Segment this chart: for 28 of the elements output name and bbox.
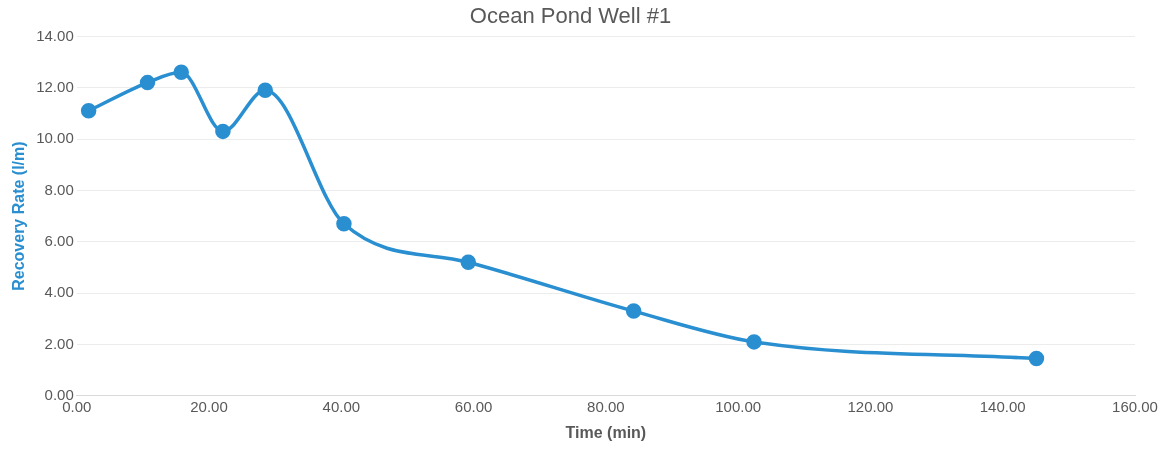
x-tick-label: 20.00: [190, 397, 228, 415]
y-tick-label: 4.00: [44, 283, 74, 301]
chart-title: Ocean Pond Well #1: [469, 3, 672, 29]
x-tick-label: 120.00: [847, 397, 894, 415]
x-tick-label: 40.00: [322, 397, 361, 415]
point: [173, 64, 189, 81]
x-tick-label: 140.00: [979, 397, 1026, 415]
point: [746, 334, 762, 350]
y-tick-label: 8.00: [44, 180, 74, 198]
point: [80, 103, 97, 119]
x-tick-label: 80.00: [587, 397, 625, 415]
point: [460, 254, 477, 271]
y-axis-title: Recovery Rate (l/m): [10, 141, 28, 291]
point: [215, 123, 231, 140]
point: [257, 82, 273, 99]
x-tick-label: 60.00: [454, 397, 493, 415]
point: [139, 74, 156, 91]
y-tick-label: 12.00: [36, 77, 74, 95]
point: [625, 303, 642, 319]
x-tick-label: 100.00: [715, 397, 762, 415]
y-tick-label: 14.00: [36, 26, 74, 44]
point: [336, 216, 352, 232]
y-tick-label: 2.00: [44, 334, 74, 352]
y-tick-label: 6.00: [44, 231, 74, 249]
x-tick-label: 160.00: [1112, 397, 1158, 415]
x-axis-title: Time (min): [565, 423, 647, 441]
point: [1028, 350, 1045, 367]
y-tick-label: 10.00: [36, 129, 74, 147]
